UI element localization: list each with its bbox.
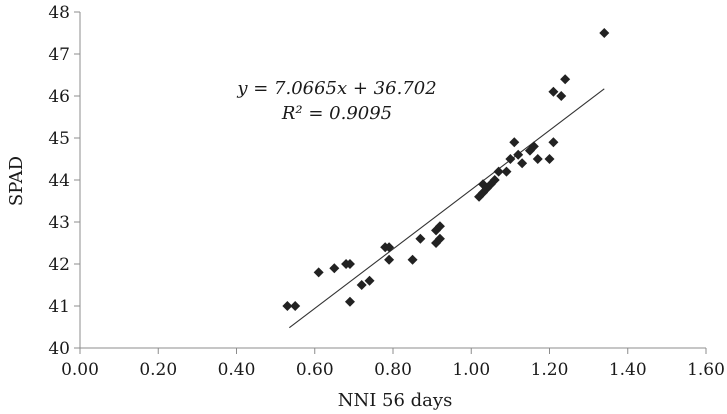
y-tick-label: 48: [48, 3, 70, 23]
y-tick-label: 47: [48, 45, 70, 65]
y-tick-label: 44: [48, 171, 70, 191]
x-tick-label: 1.60: [687, 360, 725, 380]
data-point: [356, 280, 367, 290]
y-axis-title: SPAD: [6, 156, 27, 206]
data-point: [599, 28, 610, 38]
y-tick-label: 43: [48, 213, 70, 233]
x-tick-label: 1.40: [609, 360, 647, 380]
data-point: [548, 137, 559, 148]
data-point: [544, 154, 555, 164]
data-points: [282, 28, 610, 311]
data-point: [364, 275, 375, 286]
data-point: [513, 149, 524, 160]
data-point: [501, 166, 512, 177]
x-tick-label: 0.00: [61, 360, 99, 380]
y-tick-label: 46: [48, 87, 70, 107]
data-point: [509, 137, 520, 148]
trendline: [288, 88, 605, 329]
data-point: [344, 259, 355, 269]
y-tick-label: 41: [48, 297, 70, 317]
data-point: [384, 254, 395, 265]
trendline-group: [288, 88, 605, 329]
data-point: [505, 154, 516, 164]
y-tick-label: 42: [48, 255, 70, 275]
data-point: [548, 86, 559, 97]
data-point: [489, 175, 500, 185]
y-tick-label: 40: [48, 339, 70, 359]
data-point: [528, 141, 539, 152]
data-point: [434, 233, 445, 244]
x-tick-label: 0.80: [374, 360, 412, 380]
data-point: [290, 301, 301, 311]
x-axis: 0.00 0.20 0.40 0.60 0.80 1.00 1.20 1.40 1.60: [61, 347, 725, 380]
data-point: [407, 254, 418, 265]
x-tick-label: 0.60: [296, 360, 334, 380]
data-point: [532, 154, 543, 164]
data-point: [329, 263, 340, 274]
data-point: [434, 221, 445, 232]
data-point: [282, 301, 293, 311]
data-point: [517, 158, 528, 169]
data-point: [384, 242, 395, 253]
y-tick-label: 45: [48, 129, 70, 149]
x-axis-title: NNI 56 days: [338, 390, 453, 411]
data-point: [415, 233, 426, 244]
data-point: [493, 166, 504, 177]
x-tick-label: 0.40: [218, 360, 256, 380]
y-axis: 40 41 42 43 44 45 46 47 48: [48, 3, 81, 359]
x-tick-label: 1.00: [452, 360, 490, 380]
r-squared-label: R² = 0.9095: [281, 103, 392, 124]
trendline-equation: y = 7.0665x + 36.702: [236, 78, 436, 99]
x-tick-label: 0.20: [139, 360, 177, 380]
data-point: [344, 296, 355, 307]
data-point: [556, 91, 567, 101]
data-point: [313, 267, 324, 278]
x-tick-label: 1.20: [531, 360, 569, 380]
data-point: [560, 74, 571, 85]
